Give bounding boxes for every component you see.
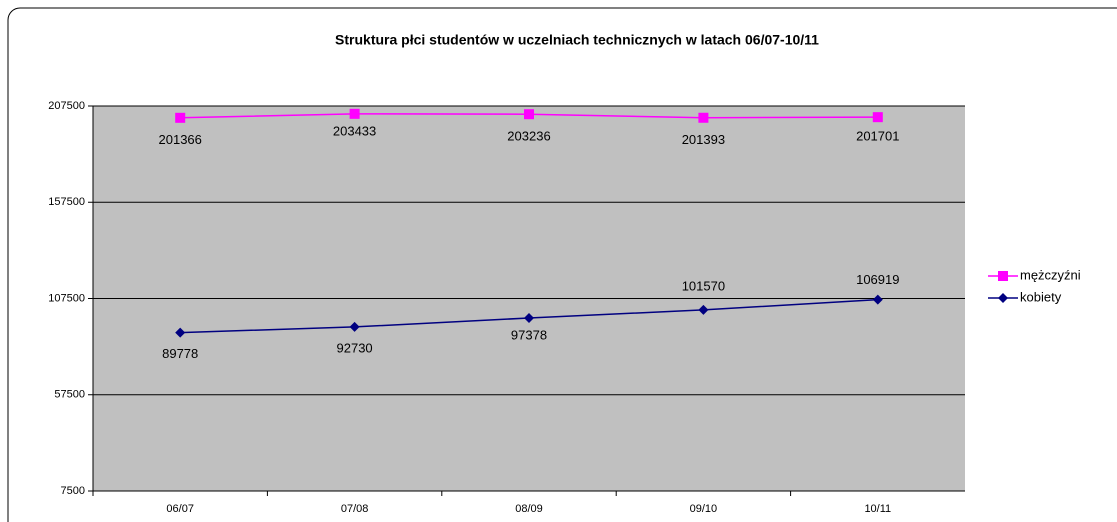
data-label: 203236 (507, 129, 550, 144)
data-label: 201393 (682, 132, 725, 147)
legend-label: mężczyźni (1020, 267, 1081, 282)
x-tick-label: 10/11 (864, 503, 891, 515)
data-label: 92730 (337, 340, 373, 355)
marker (349, 108, 360, 119)
marker (175, 112, 186, 123)
x-tick-label: 06/07 (166, 503, 194, 515)
chart-title: Struktura płci studentów w uczelniach te… (335, 32, 819, 48)
marker (998, 271, 1008, 281)
marker (698, 304, 709, 315)
marker (349, 321, 360, 332)
y-tick-label: 57500 (54, 389, 85, 401)
marker (175, 327, 186, 338)
marker (872, 294, 883, 305)
data-label: 101570 (682, 278, 725, 293)
marker (698, 112, 709, 123)
marker (872, 112, 883, 123)
x-tick-label: 09/10 (690, 503, 718, 515)
y-tick-label: 107500 (48, 292, 85, 304)
data-label: 203433 (333, 123, 376, 138)
legend-label: kobiety (1020, 289, 1062, 304)
y-tick-label: 207500 (48, 100, 85, 112)
data-label: 201366 (159, 132, 202, 147)
data-label: 97378 (511, 327, 547, 342)
y-tick-label: 7500 (61, 485, 85, 497)
data-label: 89778 (162, 346, 198, 361)
marker (998, 293, 1008, 303)
x-tick-label: 07/08 (341, 503, 369, 515)
marker (524, 109, 534, 120)
data-label: 201701 (856, 129, 899, 144)
data-label: 106919 (856, 272, 899, 287)
marker (524, 312, 534, 323)
y-tick-label: 157500 (48, 196, 85, 208)
x-tick-label: 08/09 (515, 503, 543, 515)
